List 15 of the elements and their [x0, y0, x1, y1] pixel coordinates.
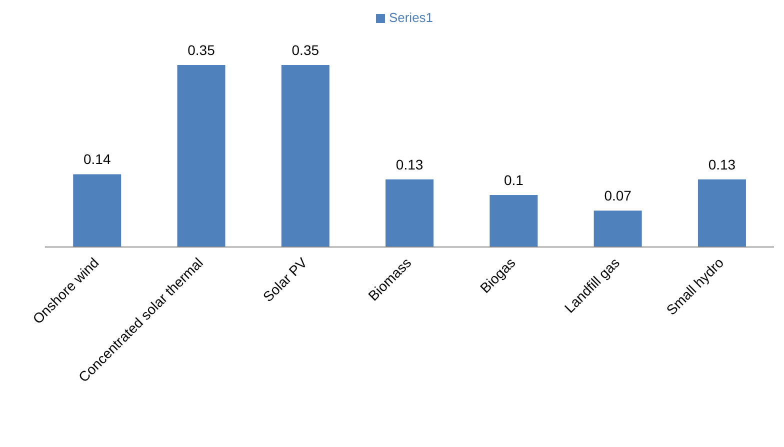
- data-label: 0.35: [292, 42, 320, 58]
- data-label: 0.1: [504, 172, 524, 188]
- bar: [281, 65, 330, 247]
- data-label: 0.13: [708, 156, 736, 172]
- data-label: 0.35: [188, 42, 216, 58]
- bar: [490, 195, 538, 247]
- bar: [594, 210, 642, 247]
- legend-label: Series1: [388, 10, 434, 25]
- data-label: 0.13: [396, 156, 424, 172]
- bar: [386, 179, 434, 247]
- bar: [73, 174, 122, 247]
- data-label: 0.14: [83, 151, 111, 168]
- data-label: 0.07: [604, 188, 632, 204]
- bar: [177, 65, 226, 247]
- bar: [698, 179, 746, 247]
